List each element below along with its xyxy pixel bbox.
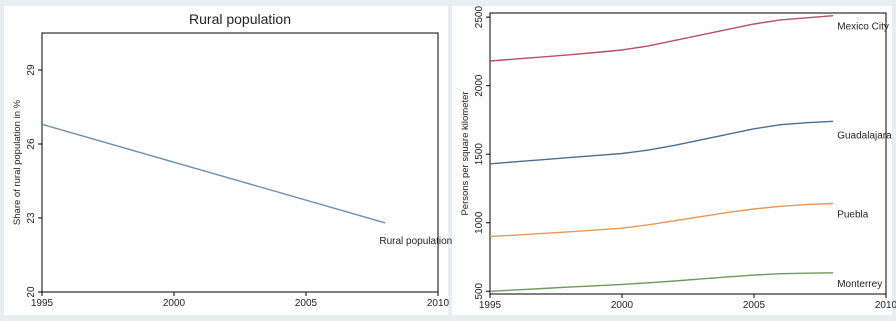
y-tick-label: 2500 [474,6,485,29]
x-tick-label: 2000 [611,300,634,311]
series-line-monterrey [489,272,834,292]
y-tick-label: 1500 [474,143,485,166]
series-label: Rural population [379,236,452,247]
chart-title: Rural population [189,11,291,27]
y-tick-label: 26 [26,138,37,150]
series-label: Mexico City [837,22,889,33]
x-tick-label: 2000 [163,298,186,309]
series-line-rural-population [41,123,386,224]
series-label: Monterrey [837,279,882,290]
y-tick-label: 29 [26,64,37,76]
x-tick-label: 2005 [743,300,766,311]
x-tick-label: 1995 [479,300,502,311]
x-tick-label: 1995 [31,298,54,309]
y-axis-title: Persons per square kilometer [460,91,471,215]
series-line-puebla [489,202,834,238]
chart-panel-1: Rural population 1995 2000 2005 2010 20 23 26 29… [4,6,452,315]
plot-frame [489,12,887,295]
x-tick-label: 2010 [427,298,450,309]
series-label: Puebla [837,210,869,221]
y-tick-label: 20 [26,286,37,298]
y-tick-label: 2000 [474,74,485,97]
y-tick-label: 1000 [474,211,485,234]
series-line-mexico-city [489,15,834,62]
chart-panel-2: 1995 2000 2005 2010 500 1000 1500 2000 2500 Perso… [452,6,896,315]
plot-frame [41,32,439,293]
y-tick-label: 500 [474,282,485,299]
x-tick-label: 2010 [875,300,896,311]
y-axis-title: Share of rural population in % [12,99,23,225]
y-tick-label: 23 [26,212,37,224]
series-line-guadalajara [489,120,834,165]
x-tick-label: 2005 [295,298,318,309]
series-label: Guadalajara [837,130,892,141]
